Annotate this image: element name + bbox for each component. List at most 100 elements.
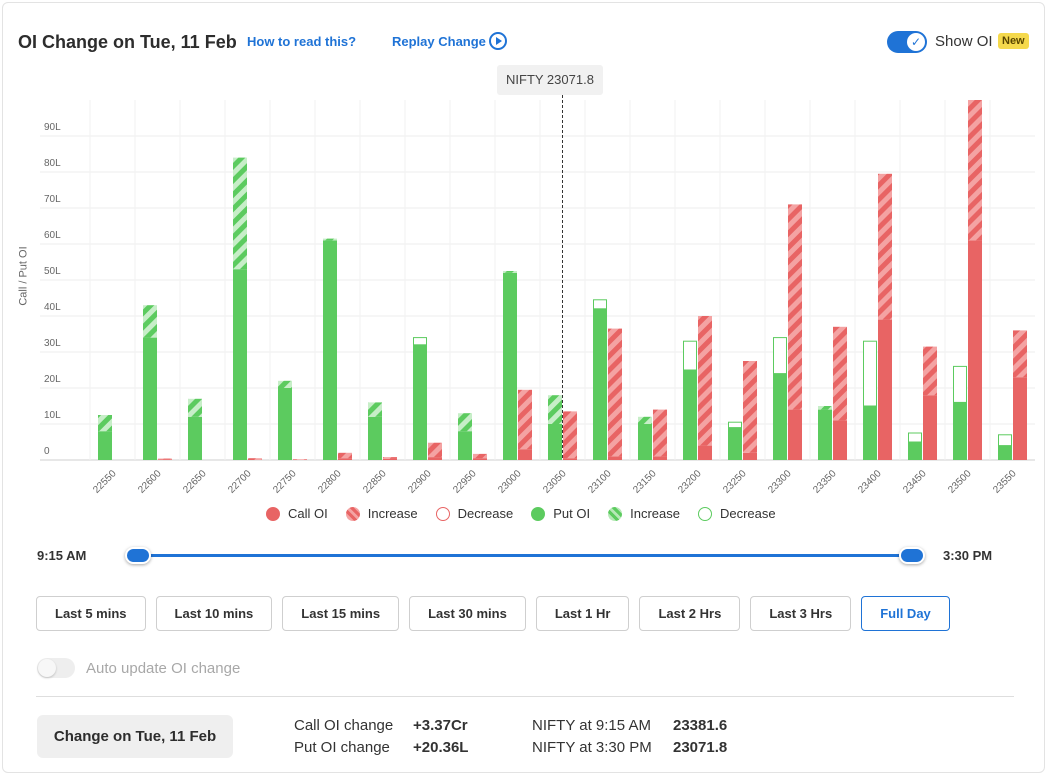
legend-label: Increase [367, 506, 418, 521]
legend-label: Put OI [553, 506, 591, 521]
legend-item: Decrease [697, 506, 776, 521]
call-oi-bar [338, 458, 352, 460]
slider-start-handle[interactable] [125, 547, 151, 564]
range-button-last-2-hrs[interactable]: Last 2 Hrs [639, 596, 741, 631]
y-tick-label: 40L [44, 302, 61, 313]
range-button-last-3-hrs[interactable]: Last 3 Hrs [750, 596, 852, 631]
x-tick-label: 23350 [811, 468, 839, 496]
put-oi-bar [998, 445, 1012, 460]
auto-update-toggle[interactable] [37, 658, 75, 678]
call-oi-bar [788, 409, 802, 460]
put-oi-bar [143, 337, 157, 460]
put-oi-bar [188, 416, 202, 460]
how-to-read-link[interactable]: How to read this? [247, 34, 357, 49]
check-icon: ✓ [907, 33, 925, 51]
x-tick-label: 22650 [181, 468, 209, 496]
put-oi-decrease-bar [773, 337, 787, 375]
change-date-button[interactable]: Change on Tue, 11 Feb [37, 715, 233, 758]
nifty-end-value: 23071.8 [673, 739, 728, 756]
call-oi-increase-bar [653, 409, 667, 457]
legend-item: Decrease [435, 506, 514, 521]
call-oi-increase-bar [743, 361, 757, 453]
call-oi-increase-bar [788, 204, 802, 410]
call-oi-increase-bar [968, 100, 982, 241]
range-button-last-30-mins[interactable]: Last 30 mins [409, 596, 526, 631]
range-button-row: Last 5 mins Last 10 mins Last 15 mins Last … [36, 596, 960, 631]
legend-label: Decrease [719, 506, 776, 521]
legend-label: Decrease [457, 506, 514, 521]
call-oi-increase-bar [293, 459, 307, 460]
put-oi-increase-bar [458, 413, 472, 432]
call-oi-increase-bar [608, 328, 622, 457]
call-oi-bar [608, 456, 622, 460]
put-oi-bar [278, 388, 292, 460]
call-oi-increase-bar [833, 326, 847, 421]
call-oi-bar [473, 458, 487, 460]
x-tick-label: 22750 [271, 468, 299, 496]
slider-end-handle[interactable] [899, 547, 925, 564]
x-tick-label: 22600 [136, 468, 164, 496]
call-oi-increase-bar [248, 458, 262, 460]
y-tick-label: 20L [44, 374, 61, 385]
put-oi-bar [98, 431, 112, 460]
y-tick-label: 80L [44, 158, 61, 169]
range-button-full-day[interactable]: Full Day [861, 596, 950, 631]
call-oi-increase-bar [158, 458, 172, 460]
legend-label: Call OI [288, 506, 328, 521]
call-oi-increase-bar [878, 173, 892, 320]
put-oi-decrease-bar [953, 365, 967, 403]
put-oi-bar [863, 406, 877, 460]
call-oi-bar [698, 445, 712, 460]
slider-end-label: 3:30 PM [943, 548, 993, 563]
range-button-last-1-hr[interactable]: Last 1 Hr [535, 596, 630, 631]
call-oi-bar [158, 459, 172, 460]
x-tick-label: 22700 [226, 468, 254, 496]
slider-start-label: 9:15 AM [37, 548, 87, 563]
put-oi-bar [368, 416, 382, 460]
put-oi-increase-bar [638, 416, 652, 424]
new-badge: New [998, 33, 1029, 49]
legend-item: Increase [608, 506, 680, 521]
y-tick-label: 50L [44, 266, 61, 277]
call-oi-increase-bar [338, 452, 352, 459]
range-button-last-5-mins[interactable]: Last 5 mins [36, 596, 146, 631]
nifty-start-label: NIFTY at 9:15 AM [532, 717, 651, 734]
call-oi-bar [428, 457, 442, 460]
x-tick-label: 23500 [946, 468, 974, 496]
legend-swatch [531, 506, 546, 521]
x-tick-label: 23000 [496, 468, 524, 496]
put-oi-decrease-bar [863, 340, 877, 407]
call-oi-bar [563, 458, 577, 460]
put-oi-increase-bar [278, 380, 292, 388]
put-oi-bar [953, 402, 967, 460]
x-tick-label: 23050 [541, 468, 569, 496]
y-tick-label: 0 [44, 446, 50, 457]
oi-bar-chart: 0 10L 20L 30L 40L 50L 60L 70L 80L 90L 22550 22600 22… [40, 95, 1035, 496]
legend-swatch [697, 506, 712, 521]
put-oi-bar [458, 431, 472, 460]
call-oi-bar [1013, 377, 1027, 460]
put-oi-decrease-bar [413, 337, 427, 346]
x-tick-label: 22900 [406, 468, 434, 496]
play-circle-icon[interactable] [489, 32, 507, 50]
replay-change-link[interactable]: Replay Change [392, 34, 486, 49]
call-oi-bar [833, 420, 847, 460]
legend-swatch [435, 506, 450, 521]
call-oi-bar [518, 449, 532, 460]
show-oi-label: Show OI [935, 33, 993, 50]
range-button-last-15-mins[interactable]: Last 15 mins [282, 596, 400, 631]
put-oi-increase-bar [368, 402, 382, 417]
show-oi-toggle[interactable]: ✓ [887, 31, 927, 53]
call-oi-increase-bar [698, 316, 712, 446]
time-range-track[interactable] [137, 554, 912, 557]
x-tick-label: 23400 [856, 468, 884, 496]
range-button-last-10-mins[interactable]: Last 10 mins [155, 596, 273, 631]
call-oi-bar [653, 456, 667, 460]
call-oi-increase-bar [383, 457, 397, 459]
put-oi-decrease-bar [998, 434, 1012, 447]
put-oi-decrease-bar [683, 340, 697, 371]
call-oi-bar [743, 452, 757, 460]
put-oi-increase-bar [818, 406, 832, 410]
chart-legend: Call OI Increase Decrease Put OI Increase Dec… [266, 506, 794, 521]
nifty-start-value: 23381.6 [673, 717, 728, 734]
